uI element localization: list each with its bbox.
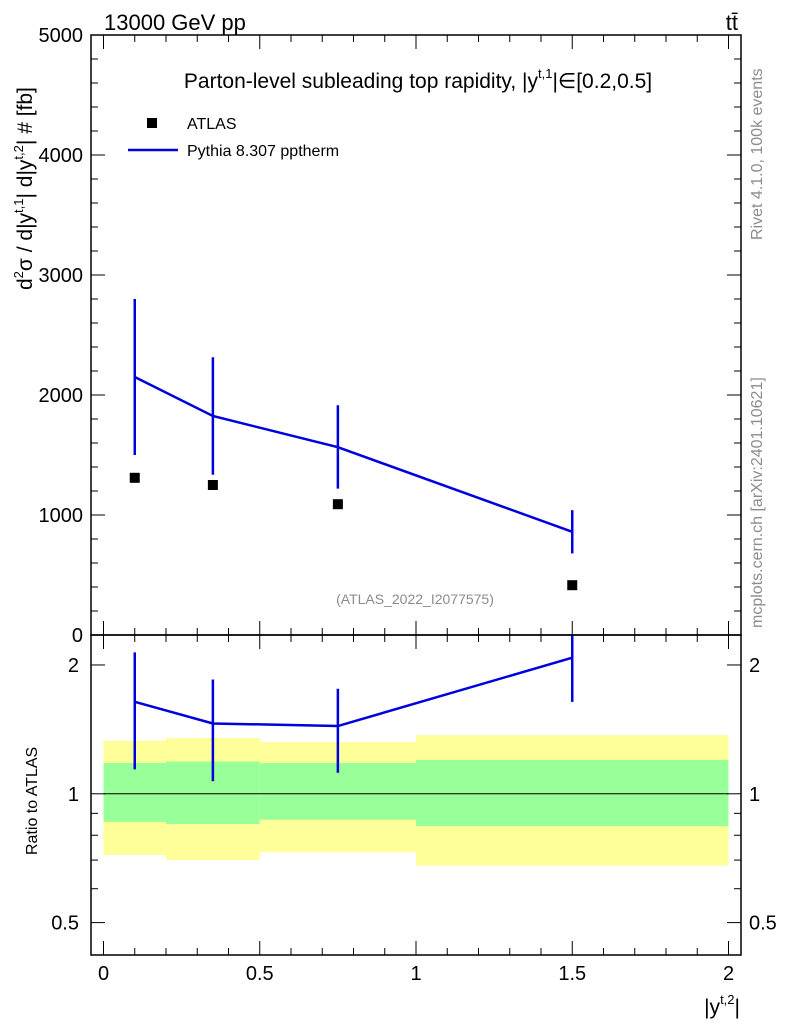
ratio-y-tick-label-right: 1 — [749, 784, 760, 806]
ratio-y-tick-label: 2 — [68, 655, 79, 677]
y-tick-label: 4000 — [39, 145, 84, 167]
legend-atlas-label: ATLAS — [187, 116, 237, 133]
main-y-axis-label: d2σ / d|yt,1| d|yt,2| # [fb] — [11, 87, 37, 290]
x-tick-label: 0.5 — [246, 963, 274, 985]
ratio-y-tick-label-right: 2 — [749, 655, 760, 677]
energy-label: 13000 GeV pp — [104, 10, 246, 35]
atlas-data-point — [332, 499, 343, 510]
ratio-pythia-line — [134, 656, 573, 728]
x-axis-label: |yt,2| — [704, 992, 740, 1019]
ratio-band-inner — [416, 759, 729, 827]
chart-title: Parton-level subleading top rapidity, |y… — [184, 66, 652, 93]
rivet-version-label: Rivet 4.1.0, 100k events — [749, 68, 766, 240]
y-tick-label: 5000 — [39, 25, 84, 47]
y-tick-label: 0 — [72, 625, 83, 647]
x-tick-label: 1 — [410, 963, 421, 985]
y-tick-label: 3000 — [39, 265, 84, 287]
legend-atlas-marker — [147, 118, 157, 128]
ratio-y-axis-label: Ratio to ATLAS — [24, 747, 41, 855]
atlas-data-point — [129, 472, 140, 483]
ratio-panel: 0 0.5 1 1.5 2 0.5 0.5 1 1 2 2 — [51, 634, 777, 985]
legend: ATLAS Pythia 8.307 pptherm — [128, 116, 339, 160]
atlas-data-point — [567, 580, 578, 591]
ratio-y-tick-label-right: 0.5 — [749, 913, 777, 935]
analysis-watermark: (ATLAS_2022_I2077575) — [336, 591, 494, 607]
main-panel: 0 1000 2000 3000 4000 5000 — [39, 25, 742, 647]
x-tick-label: 0 — [98, 963, 109, 985]
x-tick-label: 1.5 — [558, 963, 586, 985]
ratio-y-tick-label: 0.5 — [51, 913, 79, 935]
ratio-frame — [90, 634, 742, 956]
ratio-band-inner — [103, 763, 166, 822]
x-tick-label: 2 — [723, 963, 734, 985]
pythia-line — [134, 375, 573, 533]
legend-pythia-label: Pythia 8.307 pptherm — [187, 143, 339, 160]
mcplots-label: mcplots.cern.ch [arXiv:2401.10621] — [749, 377, 766, 628]
process-label: tt̄ — [726, 10, 738, 35]
atlas-data-point — [207, 480, 218, 490]
ratio-y-tick-label: 1 — [68, 784, 79, 806]
y-tick-label: 2000 — [39, 385, 84, 407]
y-tick-label: 1000 — [39, 505, 84, 527]
